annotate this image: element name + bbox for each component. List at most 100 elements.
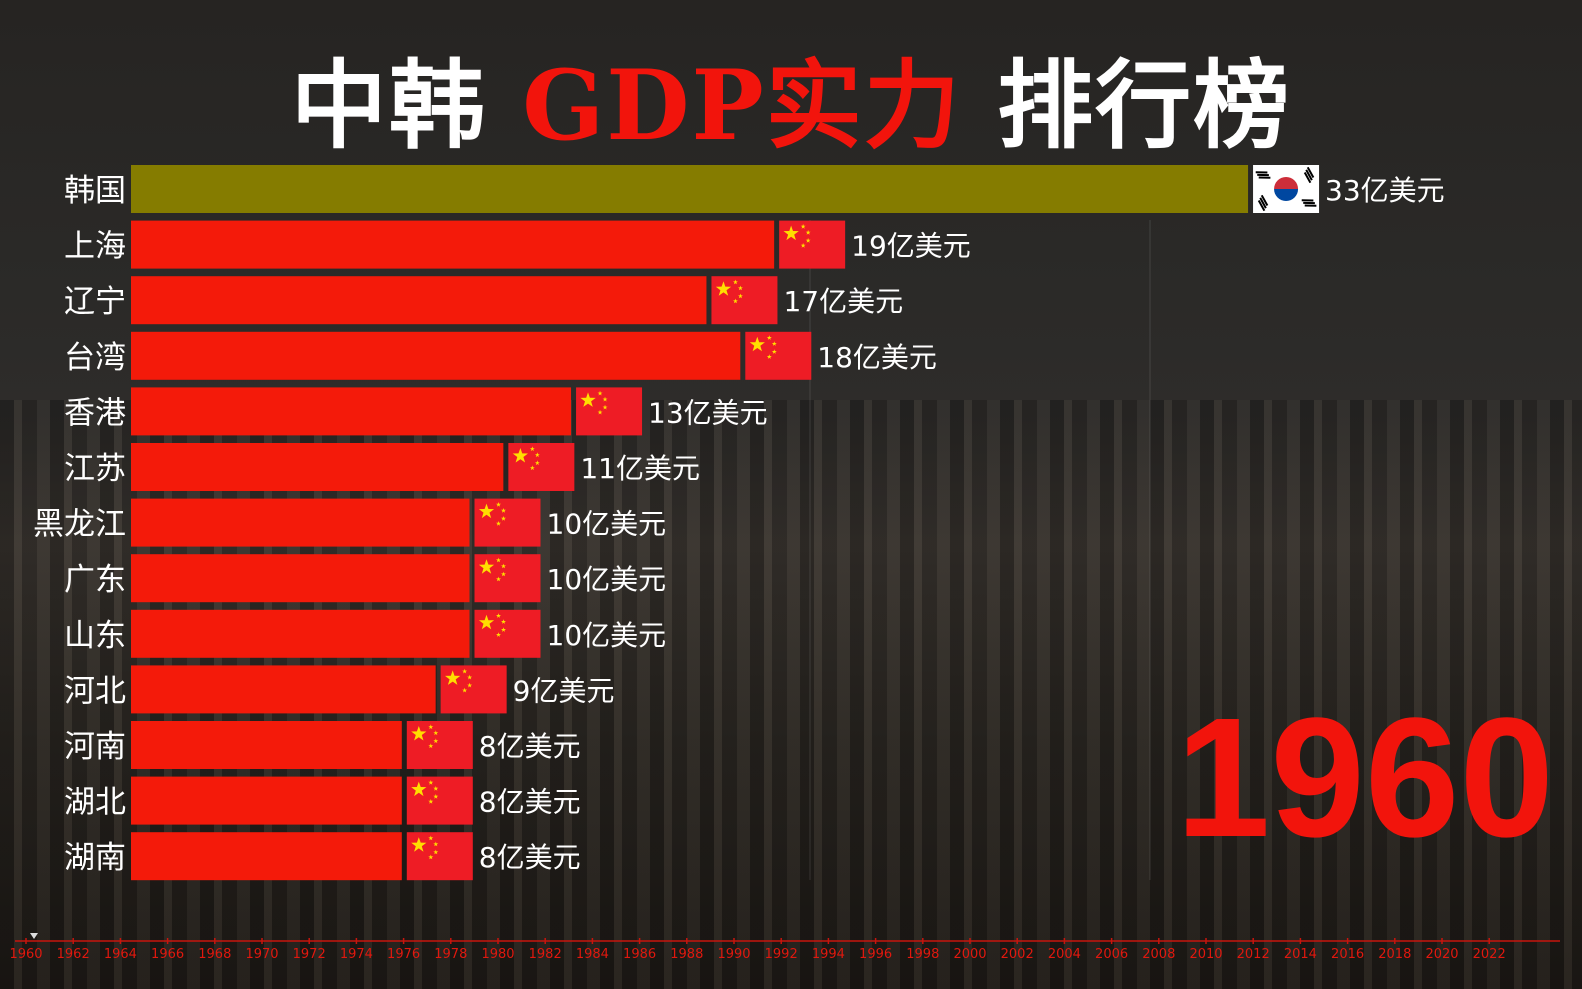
timeline-tick-label: 2002	[1001, 947, 1034, 962]
bar	[131, 554, 470, 603]
value-label: 18亿美元	[817, 341, 937, 374]
timeline-tick-label: 1986	[623, 947, 656, 962]
china-flag-icon	[745, 331, 812, 380]
bar	[131, 609, 470, 658]
timeline-tick-label: 2020	[1425, 947, 1458, 962]
timeline-tick-label: 1978	[434, 947, 467, 962]
timeline-tick-label: 1998	[906, 947, 939, 962]
value-label: 10亿美元	[547, 508, 667, 541]
category-label: 广东	[64, 562, 126, 598]
value-label: 10亿美元	[547, 619, 667, 652]
bar-row: 台湾 18亿美元	[64, 331, 937, 380]
bar	[131, 387, 572, 436]
timeline-tick-label: 2006	[1095, 947, 1128, 962]
china-flag-icon	[779, 220, 846, 269]
china-flag-icon	[406, 776, 473, 825]
timeline-tick-label: 1974	[340, 947, 373, 962]
timeline-tick-label: 2016	[1331, 947, 1364, 962]
value-label: 8亿美元	[479, 730, 581, 763]
bar-row: 黑龙江 10亿美元	[33, 498, 667, 547]
bar	[131, 832, 402, 881]
category-label: 湖北	[64, 785, 126, 821]
timeline-tick-label: 2004	[1048, 947, 1081, 962]
bar	[131, 165, 1249, 213]
timeline-tick-label: 2018	[1378, 947, 1411, 962]
category-label: 韩国	[64, 173, 126, 209]
category-label: 江苏	[64, 451, 126, 487]
title-part-2: GDP实力	[522, 49, 962, 162]
current-year: 1960	[1175, 683, 1554, 873]
category-label: 香港	[64, 395, 126, 431]
bar-row: 河北 9亿美元	[64, 665, 615, 714]
value-label: 13亿美元	[648, 396, 768, 429]
bar	[131, 276, 707, 325]
timeline-tick-label: 1992	[765, 947, 798, 962]
timeline-tick-label: 2012	[1237, 947, 1270, 962]
timeline-tick-label: 1962	[57, 947, 90, 962]
category-label: 山东	[64, 618, 126, 654]
china-flag-icon	[474, 554, 541, 603]
bar-row: 湖南 8亿美元	[64, 832, 581, 881]
bar-row: 湖北 8亿美元	[64, 776, 581, 825]
timeline-tick-label: 2008	[1142, 947, 1175, 962]
timeline-tick-label: 1966	[151, 947, 184, 962]
china-flag-icon	[474, 609, 541, 658]
timeline-tick-label: 2000	[953, 947, 986, 962]
china-flag-icon	[576, 387, 643, 436]
timeline-tick-label: 1996	[859, 947, 892, 962]
bar-row: 香港 13亿美元	[64, 387, 768, 436]
timeline-tick-label: 1970	[245, 947, 278, 962]
bar	[131, 331, 741, 380]
timeline-tick-label: 1968	[198, 947, 231, 962]
bar-row: 广东 10亿美元	[64, 554, 667, 603]
value-label: 19亿美元	[851, 230, 971, 263]
category-label: 黑龙江	[33, 507, 126, 543]
korea-flag-icon	[1253, 165, 1320, 213]
timeline-tick-label: 1960	[9, 947, 42, 962]
china-flag-icon	[474, 498, 541, 547]
value-label: 33亿美元	[1325, 174, 1445, 207]
category-label: 湖南	[64, 840, 126, 876]
bar-row: 辽宁 17亿美元	[64, 276, 903, 325]
title-part-1: 中韩	[290, 50, 523, 162]
bar-row: 河南 8亿美元	[64, 721, 581, 769]
timeline-tick-label: 1976	[387, 947, 420, 962]
value-label: 9亿美元	[513, 674, 615, 707]
bar	[131, 721, 402, 769]
timeline-tick-label: 2014	[1284, 947, 1317, 962]
bar-row: 韩国 33亿美元	[64, 165, 1445, 213]
category-label: 台湾	[64, 340, 126, 376]
bar	[131, 443, 504, 491]
category-label: 河南	[64, 729, 126, 765]
china-flag-icon	[508, 443, 575, 491]
china-flag-icon	[440, 665, 507, 714]
china-flag-icon	[406, 832, 473, 881]
bar-row: 江苏 11亿美元	[64, 443, 700, 491]
category-label: 河北	[64, 673, 126, 709]
value-label: 11亿美元	[580, 452, 700, 485]
bar	[131, 776, 402, 825]
timeline-tick-label: 1990	[717, 947, 750, 962]
timeline-marker-icon[interactable]	[30, 933, 38, 939]
timeline-tick-label: 1984	[576, 947, 609, 962]
timeline-tick-label: 1994	[812, 947, 845, 962]
value-label: 8亿美元	[479, 786, 581, 819]
bar-row: 山东 10亿美元	[64, 609, 667, 658]
chart-title: 中韩 GDP实力 排行榜	[0, 28, 1582, 167]
value-label: 17亿美元	[783, 285, 903, 318]
timeline-tick-label: 1988	[670, 947, 703, 962]
timeline-tick-label: 1980	[481, 947, 514, 962]
value-label: 10亿美元	[547, 563, 667, 596]
bar	[131, 498, 470, 547]
bar	[131, 220, 775, 269]
timeline-tick-label: 1972	[293, 947, 326, 962]
title-part-3: 排行榜	[961, 50, 1292, 162]
timeline-tick-label: 2022	[1473, 947, 1506, 962]
category-label: 上海	[64, 229, 126, 265]
timeline-tick-label: 1982	[529, 947, 562, 962]
category-label: 辽宁	[64, 284, 126, 320]
bar-row: 上海 19亿美元	[64, 220, 971, 269]
bar	[131, 665, 436, 714]
value-label: 8亿美元	[479, 841, 581, 874]
